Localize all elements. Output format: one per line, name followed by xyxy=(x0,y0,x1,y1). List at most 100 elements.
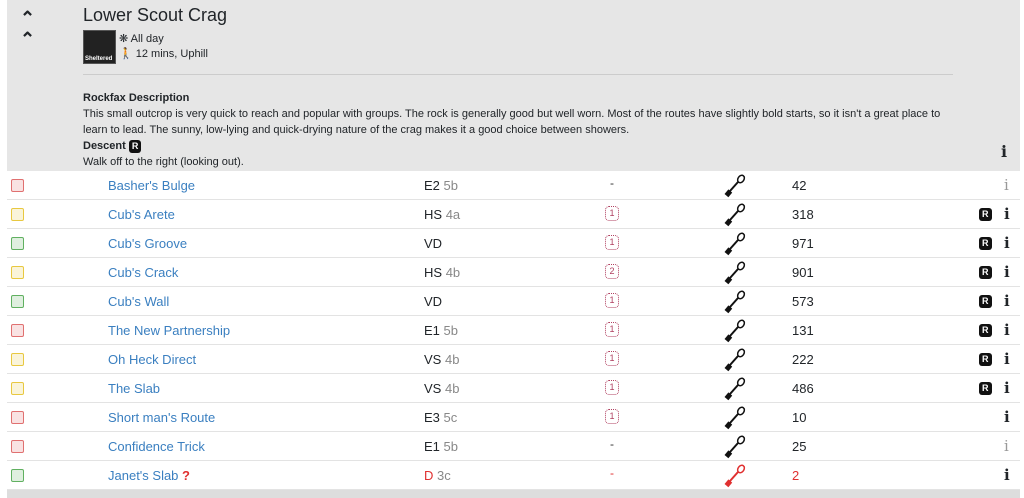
star-icon: 1 xyxy=(605,409,619,424)
star-icon: 1 xyxy=(605,322,619,337)
trad-icon xyxy=(723,261,747,288)
route-grade: VS 4b xyxy=(424,381,460,396)
trad-icon xyxy=(723,406,747,433)
info-icon[interactable]: i xyxy=(1004,379,1010,397)
info-icon[interactable]: i xyxy=(1004,466,1010,484)
route-grade: E3 5c xyxy=(424,410,458,425)
sun-icon: ❋ xyxy=(119,33,129,45)
ascent-count: 222 xyxy=(792,352,814,367)
star-rating: 1 xyxy=(597,234,627,250)
route-grade: VD xyxy=(424,294,443,309)
tick-checkbox[interactable] xyxy=(11,440,24,453)
route-grade: HS 4b xyxy=(424,265,461,280)
tick-checkbox[interactable] xyxy=(11,382,24,395)
ascent-count: 318 xyxy=(792,207,814,222)
info-icon[interactable]: i xyxy=(1004,176,1009,194)
sun-info: ❋ All day xyxy=(119,33,164,45)
route-link[interactable]: Confidence Trick xyxy=(108,439,205,454)
route-link[interactable]: Oh Heck Direct xyxy=(108,352,197,367)
star-rating: 1 xyxy=(597,379,627,395)
route-link[interactable]: Janet's Slab ? xyxy=(108,468,190,483)
collapse-chevron-icon[interactable]: ⌃ ⌃ xyxy=(20,8,36,49)
rockfax-icon[interactable]: R xyxy=(979,208,992,221)
ascent-count: 131 xyxy=(792,323,814,338)
ascent-count: 42 xyxy=(792,178,807,193)
star-icon: 1 xyxy=(605,351,619,366)
tick-checkbox[interactable] xyxy=(11,179,24,192)
trad-icon xyxy=(723,435,747,462)
rockfax-icon[interactable]: R xyxy=(979,237,992,250)
trad-icon xyxy=(723,203,747,230)
star-rating: 2 xyxy=(597,263,627,279)
info-icon[interactable]: i xyxy=(1004,292,1010,310)
route-link[interactable]: The New Partnership xyxy=(108,323,231,338)
walking-icon: 🚶 xyxy=(119,48,133,60)
route-list: Basher's Bulge E2 5b - 42 i Cub's Arete … xyxy=(7,171,1020,490)
star-rating: - xyxy=(610,437,614,451)
route-row: Oh Heck Direct VS 4b 1 222 R i xyxy=(7,345,1020,374)
rockfax-icon[interactable]: R xyxy=(979,266,992,279)
star-rating: 1 xyxy=(597,350,627,366)
info-icon[interactable]: i xyxy=(1004,321,1010,339)
star-icon: 2 xyxy=(605,264,619,279)
route-grade: HS 4a xyxy=(424,207,461,222)
crag-description: Rockfax Description This small outcrop i… xyxy=(83,92,941,168)
route-link[interactable]: The Slab xyxy=(108,381,161,396)
trad-icon xyxy=(723,319,747,346)
star-icon: 1 xyxy=(605,235,619,250)
rockfax-icon[interactable]: R xyxy=(979,295,992,308)
tick-checkbox[interactable] xyxy=(11,411,24,424)
tick-checkbox[interactable] xyxy=(11,266,24,279)
route-row: Cub's Crack HS 4b 2 901 R i xyxy=(7,258,1020,287)
trad-icon xyxy=(723,290,747,317)
route-grade: VS 4b xyxy=(424,352,460,367)
route-row: Cub's Wall VD 1 573 R i xyxy=(7,287,1020,316)
route-grade: D 3c xyxy=(424,468,451,483)
next-section xyxy=(7,490,1020,498)
route-link[interactable]: Basher's Bulge xyxy=(108,178,196,193)
star-rating: - xyxy=(610,176,614,190)
ascent-count: 901 xyxy=(792,265,814,280)
route-row: Janet's Slab ? D 3c - 2 i xyxy=(7,461,1020,490)
info-icon[interactable]: i xyxy=(1004,437,1009,455)
star-rating: 1 xyxy=(597,292,627,308)
route-row: Basher's Bulge E2 5b - 42 i xyxy=(7,171,1020,200)
rockfax-icon[interactable]: R xyxy=(979,382,992,395)
info-icon[interactable]: i xyxy=(1004,350,1010,368)
unconfirmed-icon: ? xyxy=(182,468,190,483)
route-link[interactable]: Cub's Groove xyxy=(108,236,188,251)
rockfax-icon[interactable]: R xyxy=(979,353,992,366)
route-link[interactable]: Short man's Route xyxy=(108,410,216,425)
trad-icon xyxy=(723,174,747,201)
tick-checkbox[interactable] xyxy=(11,469,24,482)
star-rating: 1 xyxy=(597,408,627,424)
info-icon[interactable]: i xyxy=(1001,142,1008,161)
ascent-count: 486 xyxy=(792,381,814,396)
trad-icon xyxy=(723,232,747,259)
crag-title: Lower Scout Crag xyxy=(83,5,228,25)
tick-checkbox[interactable] xyxy=(11,295,24,308)
ascent-count: 10 xyxy=(792,410,807,425)
route-row: Short man's Route E3 5c 1 10 i xyxy=(7,403,1020,432)
info-icon[interactable]: i xyxy=(1004,408,1010,426)
route-link[interactable]: Cub's Arete xyxy=(108,207,175,222)
divider xyxy=(83,74,953,75)
info-icon[interactable]: i xyxy=(1004,205,1010,223)
star-rating: - xyxy=(610,466,614,480)
info-icon[interactable]: i xyxy=(1004,263,1010,281)
crag-header: ⌃ ⌃ Lower Scout Crag Sheltered ❋ All day … xyxy=(7,0,1020,171)
tick-checkbox[interactable] xyxy=(11,237,24,250)
route-link[interactable]: Cub's Wall xyxy=(108,294,170,309)
star-rating: 1 xyxy=(597,321,627,337)
ascent-count: 573 xyxy=(792,294,814,309)
rockfax-icon[interactable]: R xyxy=(979,324,992,337)
info-icon[interactable]: i xyxy=(1004,234,1010,252)
route-row: Cub's Groove VD 1 971 R i xyxy=(7,229,1020,258)
trad-icon xyxy=(723,377,747,404)
tick-checkbox[interactable] xyxy=(11,208,24,221)
tick-checkbox[interactable] xyxy=(11,324,24,337)
star-icon: 1 xyxy=(605,380,619,395)
route-link[interactable]: Cub's Crack xyxy=(108,265,179,280)
route-row: Confidence Trick E1 5b - 25 i xyxy=(7,432,1020,461)
tick-checkbox[interactable] xyxy=(11,353,24,366)
